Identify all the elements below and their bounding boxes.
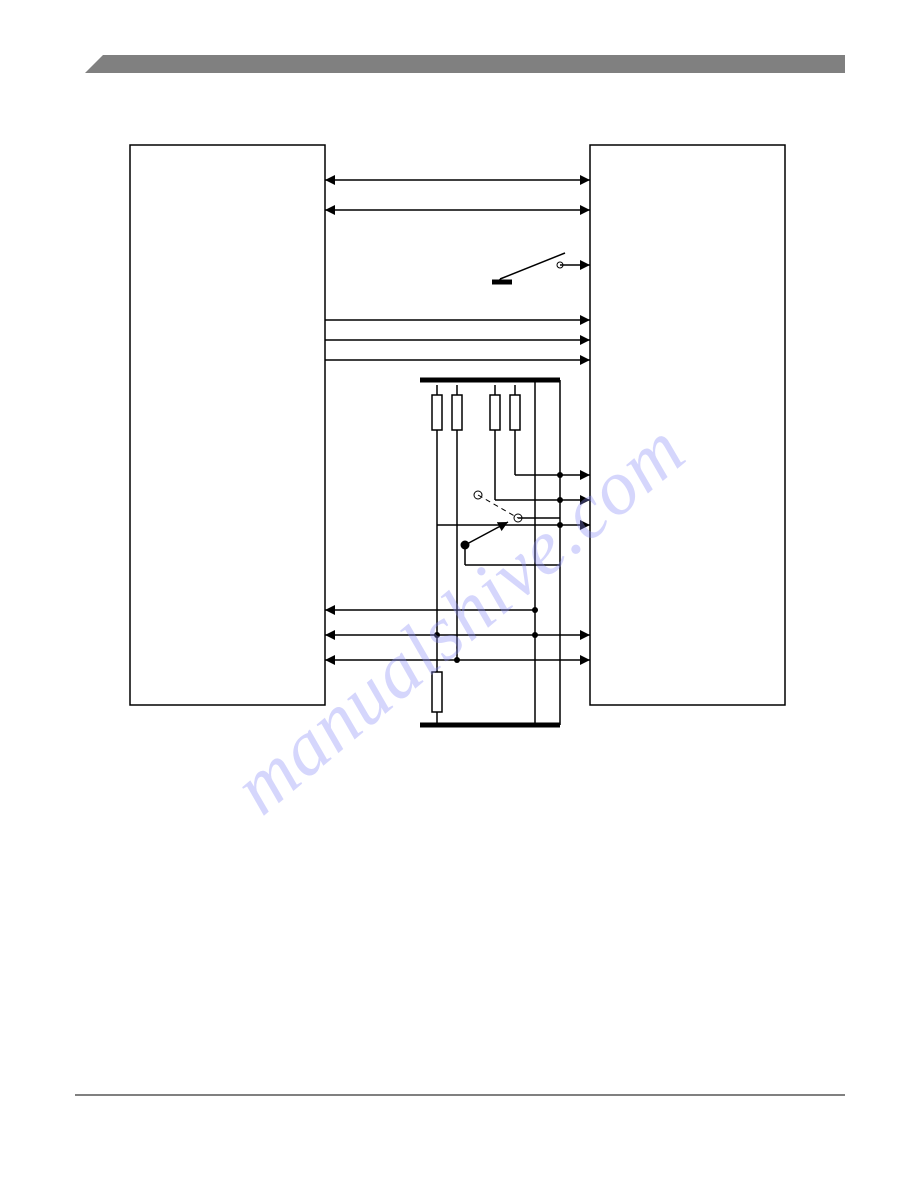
block-diagram xyxy=(130,145,785,725)
page-root: manualshive.com xyxy=(0,0,918,1188)
diagram-svg xyxy=(0,0,918,1188)
header-bar xyxy=(85,55,845,73)
